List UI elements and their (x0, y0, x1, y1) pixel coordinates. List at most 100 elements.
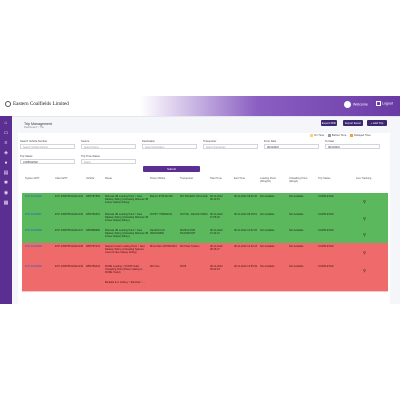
cell-transporter: MAHUA KHM TRANSPORT (180, 229, 196, 236)
home-icon[interactable]: ⌂ (4, 120, 8, 126)
main-content: Trip Management Dashboard > Trip Export … (16, 119, 400, 304)
time-legend: On Time Before Time Delayed Time (307, 134, 371, 137)
cell-trip-status: COMPLETED (318, 245, 334, 248)
to-date-input[interactable]: 08/11/2022 (325, 144, 380, 149)
cell-trip-status: COMPLETED (318, 265, 334, 268)
cell-start: 08-11-2022 09:02:44 (210, 265, 223, 272)
on-time-swatch (310, 134, 313, 137)
header-accent (140, 96, 400, 116)
legend-before-time: Before Time (331, 134, 347, 138)
table-row[interactable]: ETP-00123457 ETP-4458785423412146 WB37B452… (22, 211, 388, 228)
app-window: Eastern Coalfields Limited Welcome Logou… (0, 96, 400, 304)
live-tracking-pin-icon[interactable]: ⚲ (363, 199, 366, 204)
cell-system-etp[interactable]: ETP-00123456 (25, 195, 42, 198)
cell-start: 08-11-2022 07:44:10 (210, 229, 223, 236)
cell-transporter: ROHI (180, 265, 187, 268)
column-header: Route (105, 177, 112, 180)
page-title: Trip Management (24, 122, 53, 126)
cell-driver: Binod Ram 9876543210 (150, 245, 177, 248)
export-pdf-button[interactable]: Export PDF (321, 120, 337, 126)
cell-client-etp: ETP-4458785423412147 (55, 229, 83, 232)
submit-button[interactable]: Submit (143, 166, 200, 172)
document-icon[interactable]: ▤ (3, 170, 9, 176)
map-icon[interactable]: ◈ (4, 150, 8, 156)
logout-button[interactable]: Logout (376, 101, 393, 106)
cell-system-etp[interactable]: ETP-00123457 (25, 213, 42, 216)
cell-client-etp: ETP-4458785423412145 (55, 195, 83, 198)
transporter-label: Transporter (203, 140, 217, 143)
vehicle-label: Search Vehicle Number (20, 140, 48, 143)
cell-loading: Not Available (260, 195, 275, 198)
cell-client-etp: ETP-4458785423412146 (55, 213, 83, 216)
delayed-time-swatch (350, 134, 354, 137)
table-row[interactable]: ETP-00123459 ETP-4458785423412148 WB37B721… (22, 243, 388, 264)
add-trip-button[interactable]: + Add Trip (367, 120, 387, 126)
user-icon[interactable]: ◉ (3, 190, 9, 196)
cell-loading: Not Available (260, 245, 275, 248)
table-row[interactable]: ETP-00123458 ETP-4458785423412147 WB39B866… (22, 227, 388, 244)
list-icon[interactable]: ≡ (4, 140, 8, 146)
breadcrumb: Dashboard > Trip (24, 126, 44, 129)
cell-start: 08-11-2022 06:12:15 (210, 195, 223, 202)
user-label: Welcome (353, 102, 368, 107)
to-date-label: To Date (325, 140, 334, 143)
before-time-swatch (327, 134, 331, 137)
user-menu[interactable]: Welcome (344, 101, 368, 108)
live-tracking-pin-icon[interactable]: ⚲ (363, 250, 366, 255)
table-row[interactable]: Barkalat & in Colliery > Barshair > ... (22, 279, 388, 292)
destination-label: Destination (142, 140, 155, 143)
truck-icon[interactable]: ▭ (3, 130, 9, 136)
trip-panel: On Time Before Time Delayed Time Search … (18, 133, 390, 304)
cell-vehicle: WB37B7859 (86, 195, 101, 198)
live-tracking-pin-icon[interactable]: ⚲ (363, 216, 366, 221)
cell-trip-status: COMPLETED (318, 195, 334, 198)
destination-select[interactable]: Select Destination (142, 144, 197, 149)
cell-unloading: Not Available (289, 229, 304, 232)
cell-route: Mahuda UB Loading Point > New Railway Si… (105, 195, 149, 205)
column-header: Start Time (210, 177, 222, 180)
live-tracking-pin-icon[interactable]: ⚲ (363, 232, 366, 237)
cell-driver: RamDIN Kolt 9933445566 (150, 229, 165, 236)
cell-end: 08-11-2022 10:02:05 (234, 229, 258, 232)
cell-end: 08-11-2022 12:40:18 (234, 245, 258, 248)
table-header: System ETP Client ETP Vehicle Route Driver M… (22, 175, 388, 194)
cell-transporter: MA Khan Traders (180, 245, 200, 248)
live-tracking-pin-icon[interactable]: ⚲ (363, 268, 366, 273)
cell-trip-status: COMPLETED (318, 213, 334, 216)
column-header: Driver Mobile (150, 177, 166, 180)
cell-system-etp[interactable]: ETP-00123460 (25, 265, 42, 268)
trip-status-label: Trip Status (20, 155, 33, 158)
settings-icon[interactable]: ✱ (3, 180, 9, 186)
export-excel-button[interactable]: Export Excel (343, 120, 363, 126)
vehicle-search-input[interactable]: Search Vehicle Number (20, 144, 75, 149)
cell-vehicle: WB37B4521 (86, 213, 101, 216)
cell-system-etp[interactable]: ETP-00123459 (25, 245, 42, 248)
cell-client-etp: ETP-4458785423412148 (55, 245, 83, 248)
cell-end: 08-11-2022 13:55:09 (234, 265, 258, 268)
logout-icon (376, 101, 381, 106)
from-date-input[interactable]: 08/11/2022 (264, 144, 319, 149)
cell-route: Satpura Coast Loading Point > New Railwa… (105, 245, 145, 255)
source-select[interactable]: Select Source (81, 144, 136, 149)
column-header: Loading Point (Weighin) (260, 177, 276, 184)
company-logo-icon (5, 101, 11, 107)
column-header: Vehicle (86, 177, 95, 180)
top-bar: Eastern Coalfields Limited Welcome Logou… (0, 96, 400, 117)
sidebar: ⌂ ▭ ≡ ◈ ● ▤ ✱ ◉ ▦ (0, 116, 12, 304)
table-row[interactable]: ETP-00123460 ETP-4458785423412149 WB37B441… (22, 263, 388, 280)
cell-trip-status: COMPLETED (318, 229, 334, 232)
column-header: Live Tracking (356, 177, 372, 180)
cell-route: Barkalat & in Colliery > Barshair > ... (105, 281, 146, 284)
transporter-select[interactable]: Select Transporter (203, 144, 258, 149)
report-icon[interactable]: ▦ (3, 200, 9, 206)
cell-vehicle: WB39B8660 (86, 229, 101, 232)
cell-end: 08-11-2022 09:18:51 (234, 213, 258, 216)
cell-route: Mahuda UB Loading Point > New Railway Si… (105, 229, 149, 239)
trip-time-status-select[interactable]: Select (81, 159, 136, 164)
cell-system-etp[interactable]: ETP-00123458 (25, 229, 42, 232)
trip-status-select[interactable]: COMPLETED (20, 159, 75, 164)
cell-loading: Not Available (260, 229, 275, 232)
column-header: System ETP (25, 177, 40, 180)
table-row[interactable]: ETP-00123456 ETP-4458785423412145 WB37B785… (22, 193, 388, 212)
location-icon[interactable]: ● (4, 160, 8, 166)
